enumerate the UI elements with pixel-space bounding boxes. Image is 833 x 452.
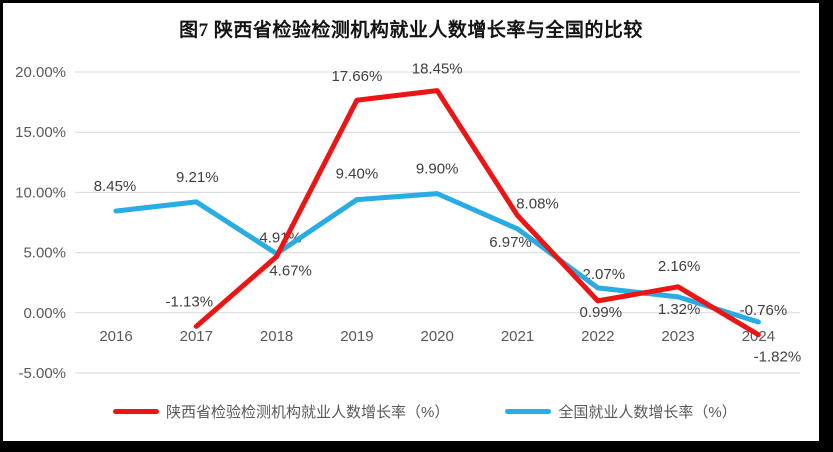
- legend-label-shaanxi: 陕西省检验检测机构就业人数增长率（%）: [166, 404, 450, 421]
- x-tick-label: 2022: [581, 328, 614, 345]
- data-label: 8.08%: [516, 196, 559, 213]
- x-tick-label: 2020: [421, 328, 454, 345]
- data-label: 4.67%: [269, 263, 312, 280]
- data-label: 8.45%: [94, 178, 137, 195]
- legend-label-national: 全国就业人数增长率（%）: [558, 404, 737, 421]
- data-label: 0.99%: [580, 304, 623, 321]
- y-tick-label: 20.00%: [15, 64, 66, 81]
- x-tick-label: 2017: [180, 328, 213, 345]
- line-chart: 20.00% 15.00% 10.00% 5.00% 0.00% -5.00% 2016 20…: [15, 61, 802, 382]
- data-label: -1.82%: [754, 349, 802, 366]
- legend-line-red-icon: [113, 409, 159, 414]
- data-label: -1.13%: [166, 293, 214, 310]
- chart-title: 图7 陕西省检验检测机构就业人数增长率与全国的比较: [179, 20, 643, 41]
- x-tick-label: 2019: [340, 328, 373, 345]
- y-tick-label: -5.00%: [18, 365, 66, 382]
- data-label: 9.21%: [176, 169, 219, 186]
- y-tick-label: 15.00%: [15, 124, 66, 141]
- data-label: 9.90%: [416, 161, 459, 178]
- chart-legend: 陕西省检验检测机构就业人数增长率（%） 全国就业人数增长率（%）: [113, 401, 737, 422]
- x-tick-label: 2021: [501, 328, 534, 345]
- y-tick-label: 5.00%: [23, 245, 66, 262]
- legend-line-blue-icon: [505, 409, 552, 414]
- data-label: 2.07%: [583, 266, 626, 283]
- data-label: 18.45%: [412, 61, 463, 78]
- legend-item-shaanxi: 陕西省检验检测机构就业人数增长率（%）: [113, 401, 449, 422]
- x-tick-label: 2018: [260, 328, 293, 345]
- data-label: 17.66%: [331, 68, 382, 85]
- x-tick-label: 2023: [661, 328, 694, 345]
- data-label: 6.97%: [489, 234, 532, 251]
- data-label: 9.40%: [336, 166, 379, 183]
- x-tick-label: 2016: [99, 328, 132, 345]
- data-label: 2.16%: [658, 258, 701, 275]
- y-tick-label: 0.00%: [23, 305, 66, 322]
- legend-item-national: 全国就业人数增长率（%）: [505, 401, 737, 422]
- y-tick-label: 10.00%: [15, 184, 66, 201]
- data-label: -0.76%: [740, 302, 788, 319]
- series-line: [193, 88, 761, 338]
- data-label: 1.32%: [658, 301, 701, 318]
